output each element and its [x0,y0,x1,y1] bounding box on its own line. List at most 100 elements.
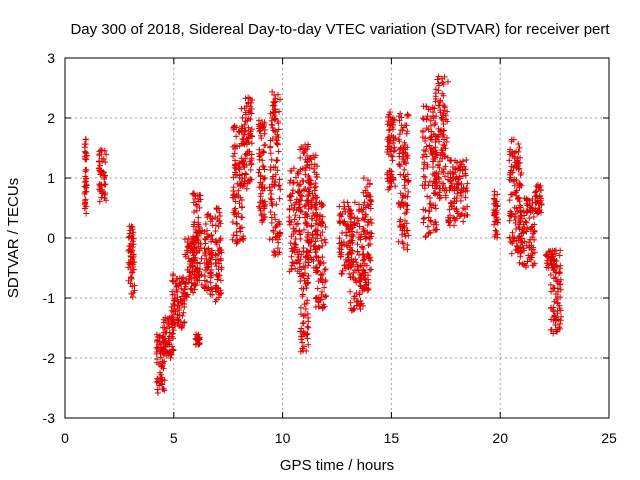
data-point [354,248,361,255]
data-point [204,234,211,241]
data-point [272,109,279,116]
data-point [454,190,461,197]
data-point [95,165,102,172]
data-point [217,277,224,284]
data-point [195,214,202,221]
data-point [528,224,535,231]
data-point [297,154,304,161]
data-point [432,176,439,183]
data-point [435,87,442,94]
data-point [556,281,563,288]
data-point [337,219,344,226]
data-point [319,242,326,249]
data-point [385,134,392,141]
data-point [554,285,561,292]
data-point [510,136,517,143]
data-point [424,163,431,170]
data-point [401,166,408,173]
data-point [96,151,103,158]
data-point [524,225,531,232]
data-point [286,268,293,275]
data-point [129,226,136,233]
data-point [404,112,411,119]
data-point [365,242,372,249]
data-point [513,177,520,184]
data-point [355,234,362,241]
data-point [537,187,544,194]
data-point [318,218,325,225]
data-point [492,211,499,218]
data-point [434,76,441,83]
data-point [126,233,133,240]
data-point [342,229,349,236]
data-point [292,174,299,181]
data-point [437,98,444,105]
data-point [364,177,371,184]
data-point [307,177,314,184]
x-tick-labels: 0 5 10 15 20 25 [61,430,617,446]
data-point [212,222,219,229]
data-point [423,103,430,110]
data-point [342,208,349,215]
data-point [175,317,182,324]
data-point [216,291,223,298]
y-tick-label: -1 [43,290,56,306]
data-point [301,214,308,221]
data-point [317,232,324,239]
data-point [300,263,307,270]
data-point [247,128,254,135]
data-point [274,249,281,256]
data-point [297,192,304,199]
data-point [336,249,343,256]
data-point [275,221,282,228]
data-point [255,203,262,210]
data-point [355,263,362,270]
data-point [356,303,363,310]
data-point [83,188,90,195]
data-point [260,164,267,171]
data-point [269,236,276,243]
data-point [277,186,284,193]
data-point [426,200,433,207]
data-point [83,166,90,173]
data-point [400,244,407,251]
data-point [425,208,432,215]
data-point [182,253,189,260]
data-point [312,220,319,227]
data-point [153,379,160,386]
data-point [102,172,109,179]
data-point [433,226,440,233]
data-point [245,124,252,131]
data-point [277,96,284,103]
data-point [402,193,409,200]
data-point [385,113,392,120]
data-point [404,206,411,213]
data-point [404,178,411,185]
data-point [360,175,367,182]
data-point [433,113,440,120]
data-point [317,297,324,304]
data-point [130,229,137,236]
data-point [305,272,312,279]
data-point [364,250,371,257]
data-point [258,135,265,142]
data-point [82,196,89,203]
data-point [432,95,439,102]
data-point [191,209,198,216]
chart-title: Day 300 of 2018, Sidereal Day-to-day VTE… [70,21,610,38]
data-point [160,385,167,392]
data-point [340,205,347,212]
data-point [429,163,436,170]
data-point [319,254,326,261]
data-point [291,216,298,223]
data-point [305,205,312,212]
data-point [553,296,560,303]
data-point [207,212,214,219]
data-point [216,212,223,219]
data-point [239,183,246,190]
data-point [446,217,453,224]
data-point [440,121,447,128]
data-point [299,293,306,300]
data-point [536,192,543,199]
data-point [367,205,374,212]
